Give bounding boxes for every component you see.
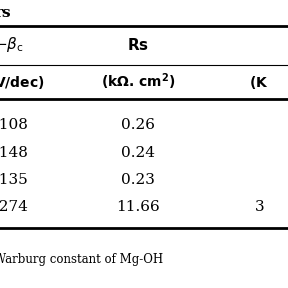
- Text: 0.26: 0.26: [121, 118, 155, 132]
- Text: .108: .108: [0, 118, 28, 132]
- Text: 0.24: 0.24: [121, 146, 155, 160]
- Text: 11.66: 11.66: [116, 200, 160, 214]
- Text: $\mathbf{(K}$: $\mathbf{(K}$: [249, 73, 269, 91]
- Text: $\mathbf{V/dec)}$: $\mathbf{V/dec)}$: [0, 73, 45, 91]
- Text: rs: rs: [0, 6, 11, 20]
- Text: 0.23: 0.23: [121, 173, 155, 187]
- Text: Warburg constant of Mg-OH: Warburg constant of Mg-OH: [0, 253, 163, 266]
- Text: .148: .148: [0, 146, 28, 160]
- Text: .274: .274: [0, 200, 28, 214]
- Text: $\mathbf{(k\Omega.\,cm^{2})}$: $\mathbf{(k\Omega.\,cm^{2})}$: [101, 72, 176, 92]
- Text: 3: 3: [254, 200, 264, 214]
- Text: $-\beta_{\mathrm{c}}$: $-\beta_{\mathrm{c}}$: [0, 35, 24, 54]
- Text: .135: .135: [0, 173, 28, 187]
- Text: $\mathbf{Rs}$: $\mathbf{Rs}$: [127, 37, 149, 53]
